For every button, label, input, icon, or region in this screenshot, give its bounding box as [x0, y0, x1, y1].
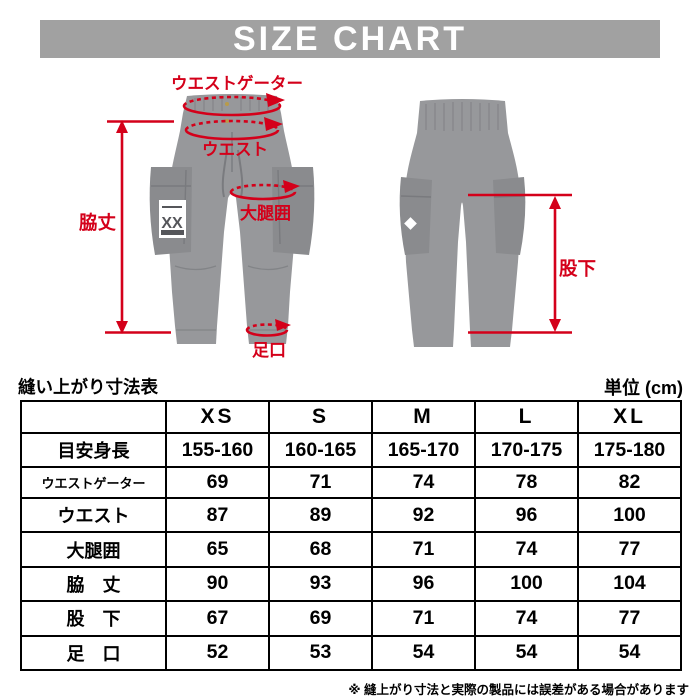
page-title: SIZE CHART — [233, 20, 467, 58]
front-waist-eyelet-top — [225, 102, 229, 106]
table-row: 目安身長 155-160 160-165 165-170 170-175 175-180 — [20, 431, 682, 469]
back-right-cargo-pocket — [493, 177, 526, 255]
size-value-cell: 54 — [371, 634, 476, 672]
size-value-cell: 96 — [371, 565, 476, 603]
waist-gaiter-measure-ellipse — [182, 93, 285, 117]
front-knee-seams — [174, 265, 289, 271]
size-value-cell: 54 — [474, 634, 579, 672]
table-corner-cell — [20, 400, 167, 434]
size-table: XS S M L XL 目安身長 155-160 160-165 165-170 170-175… — [20, 400, 682, 672]
size-value-cell: 92 — [371, 497, 476, 534]
logo-patch: XX — [159, 200, 186, 238]
size-value-cell: 90 — [165, 565, 270, 603]
thigh-label: 大腿囲 — [240, 204, 291, 223]
back-right-cuff — [470, 330, 512, 347]
table-row: 足 口 52 53 54 54 54 — [20, 634, 682, 672]
size-table-header-row: XS S M L XL — [20, 400, 682, 434]
front-gaiter-texture — [194, 97, 269, 111]
size-column-header: L — [474, 400, 579, 434]
waist-label: ウエスト — [202, 141, 268, 159]
footnote: ※ 縫上がり寸法と実際の製品には誤差がある場合があります — [348, 683, 689, 697]
size-value-cell: 170-175 — [474, 431, 579, 469]
pants-diagram: XX — [105, 93, 572, 347]
row-label: 股 下 — [20, 600, 167, 637]
size-column-header: XL — [577, 400, 682, 434]
size-column-header: M — [371, 400, 476, 434]
thigh-measure-ellipse — [229, 180, 300, 201]
front-right-cargo-pocket — [272, 167, 315, 255]
pants-back-illustration — [399, 99, 526, 347]
table-unit-label: 単位 (cm) — [603, 378, 683, 398]
leg-opening-label: 足口 — [252, 341, 286, 360]
size-value-cell: 78 — [474, 466, 579, 500]
row-label: 脇 丈 — [20, 565, 167, 603]
size-column-header: S — [268, 400, 373, 434]
size-value-cell: 53 — [268, 634, 373, 672]
pants-front-illustration: XX — [149, 94, 315, 344]
waist-gaiter-label: ウエストゲーター — [171, 75, 303, 93]
table-row: 脇 丈 90 93 96 100 104 — [20, 565, 682, 603]
size-value-cell: 71 — [371, 600, 476, 637]
table-row: 大腿囲 65 68 71 74 77 — [20, 531, 682, 568]
size-value-cell: 71 — [371, 531, 476, 568]
size-value-cell: 77 — [577, 600, 682, 637]
front-waist-gaiter-band — [183, 94, 281, 113]
waist-measure-ellipse — [184, 117, 283, 141]
size-chart-banner: SIZE CHART — [40, 20, 660, 58]
back-left-cuff — [412, 330, 454, 347]
size-value-cell: 93 — [268, 565, 373, 603]
size-value-cell: 96 — [474, 497, 579, 534]
back-pants-body — [404, 133, 521, 330]
size-value-cell: 89 — [268, 497, 373, 534]
table-title: 縫い上がり寸法表 — [18, 377, 158, 397]
inseam-label: 股下 — [559, 258, 597, 279]
size-value-cell: 160-165 — [268, 431, 373, 469]
back-waistband-texture — [425, 102, 499, 131]
size-value-cell: 100 — [474, 565, 579, 603]
size-value-cell: 74 — [474, 531, 579, 568]
size-value-cell: 69 — [268, 600, 373, 637]
size-value-cell: 67 — [165, 600, 270, 637]
size-column-header: XS — [165, 400, 270, 434]
row-label: 大腿囲 — [20, 531, 167, 568]
back-pocket-diamond-logo — [404, 217, 417, 230]
side-length-label: 脇丈 — [79, 212, 117, 233]
table-row: ウエスト 87 89 92 96 100 — [20, 497, 682, 534]
size-value-cell: 68 — [268, 531, 373, 568]
side-length-measure-arrow — [105, 120, 174, 334]
size-value-cell: 82 — [577, 466, 682, 500]
row-label: ウエストゲーター — [20, 466, 167, 500]
size-value-cell: 165-170 — [371, 431, 476, 469]
size-value-cell: 155-160 — [165, 431, 270, 469]
table-row: 股 下 67 69 71 74 77 — [20, 600, 682, 637]
logo-patch-text: XX — [161, 215, 183, 232]
size-value-cell: 87 — [165, 497, 270, 534]
size-value-cell: 52 — [165, 634, 270, 672]
table-row: ウエストゲーター 69 71 74 78 82 — [20, 466, 682, 500]
size-value-cell: 71 — [268, 466, 373, 500]
size-value-cell: 69 — [165, 466, 270, 500]
size-value-cell: 74 — [371, 466, 476, 500]
front-pants-body — [167, 131, 297, 326]
size-value-cell: 65 — [165, 531, 270, 568]
front-drawstrings — [221, 149, 244, 198]
size-value-cell: 100 — [577, 497, 682, 534]
size-value-cell: 74 — [474, 600, 579, 637]
leg-opening-measure-ellipse — [245, 319, 291, 337]
back-left-cargo-pocket — [399, 177, 432, 255]
size-value-cell: 54 — [577, 634, 682, 672]
row-label: ウエスト — [20, 497, 167, 534]
size-value-cell: 175-180 — [577, 431, 682, 469]
row-label: 足 口 — [20, 634, 167, 672]
row-label: 目安身長 — [20, 431, 167, 469]
inseam-measure-arrow — [468, 193, 572, 334]
size-value-cell: 104 — [577, 565, 682, 603]
front-left-cuff — [175, 326, 217, 344]
front-waist-eyelet-bottom — [225, 119, 229, 123]
size-value-cell: 77 — [577, 531, 682, 568]
